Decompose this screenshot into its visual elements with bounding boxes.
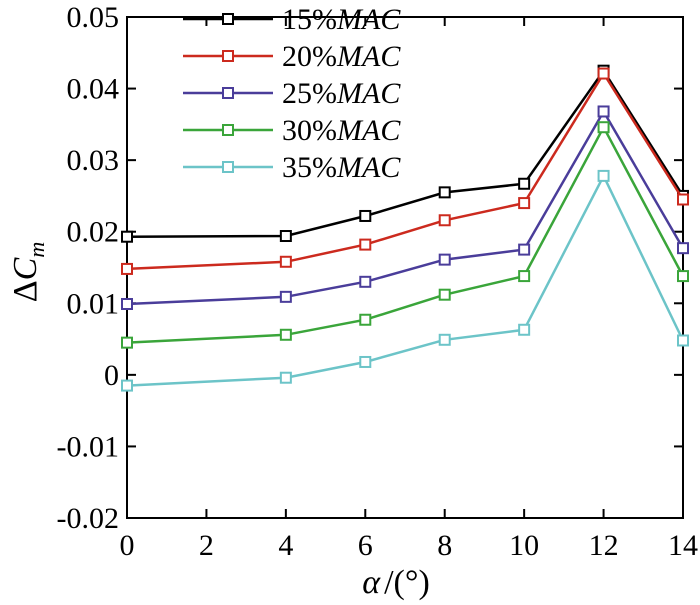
data-point — [597, 67, 610, 80]
data-point — [279, 328, 292, 341]
legend-entry: 25%MAC — [183, 77, 401, 110]
data-point — [121, 262, 133, 275]
x-tick-label: 12 — [589, 529, 619, 562]
data-point — [279, 371, 292, 384]
legend-label: 35%MAC — [282, 151, 401, 184]
x-tick-label: 4 — [278, 529, 293, 562]
x-axis-title: α/(°) — [362, 564, 430, 601]
data-point — [438, 333, 451, 346]
y-tick-label: 0.03 — [67, 144, 120, 177]
data-point — [121, 336, 133, 349]
data-point — [438, 253, 451, 266]
x-tick-label: 2 — [199, 529, 214, 562]
legend-suffix: MAC — [336, 151, 401, 184]
x-tick-label: 10 — [509, 529, 539, 562]
data-point — [518, 270, 531, 283]
data-point — [597, 169, 610, 182]
x-tick-label: 14 — [668, 529, 698, 562]
legend-label: 20%MAC — [282, 40, 401, 73]
x-tick-label: 8 — [437, 529, 452, 562]
series-line — [126, 173, 685, 387]
data-point — [677, 334, 689, 347]
data-point — [438, 186, 451, 199]
data-point — [518, 197, 531, 210]
series-line — [126, 109, 685, 306]
legend-marker — [222, 13, 234, 25]
legend-suffix: MAC — [336, 77, 401, 110]
data-point — [279, 290, 292, 303]
legend-percent: 20% — [282, 40, 337, 73]
legend-percent: 30% — [282, 114, 337, 147]
data-point — [438, 288, 451, 301]
data-point — [359, 275, 372, 288]
data-point — [359, 355, 372, 368]
y-axis-prefix: Δ — [7, 280, 44, 302]
data-point — [121, 379, 133, 392]
legend-marker — [222, 87, 234, 99]
data-point — [518, 177, 531, 190]
legend-marker — [222, 161, 234, 173]
series-20pct — [121, 67, 689, 275]
legend-suffix: MAC — [336, 40, 401, 73]
x-axis-unit: /(°) — [384, 564, 430, 601]
data-point — [121, 298, 133, 311]
series-30pct — [121, 121, 689, 349]
legend-label: 30%MAC — [282, 114, 401, 147]
data-point — [518, 243, 531, 256]
x-tick-label: 6 — [358, 529, 373, 562]
data-point — [677, 242, 689, 255]
data-point — [359, 313, 372, 326]
y-tick-label: 0.01 — [67, 287, 120, 320]
legend-label: 15%MAC — [282, 3, 401, 36]
y-tick-label: -0.01 — [57, 430, 120, 463]
y-axis-title: ΔCm — [7, 242, 49, 302]
y-tick-label: 0.05 — [67, 1, 120, 34]
data-point — [359, 238, 372, 251]
legend-marker — [222, 124, 234, 136]
legend-suffix: MAC — [336, 114, 401, 147]
legend-entry: 35%MAC — [183, 151, 401, 184]
series-25pct — [121, 105, 689, 311]
data-point — [121, 230, 133, 243]
data-point — [438, 214, 451, 227]
y-tick-label: 0.02 — [67, 216, 120, 249]
legend-percent: 15% — [282, 3, 337, 36]
y-tick-label: 0 — [104, 359, 119, 392]
data-point — [279, 230, 292, 243]
data-point — [677, 193, 689, 206]
y-tick-label: 0.04 — [67, 73, 120, 106]
legend-marker — [222, 50, 234, 62]
series-line — [126, 68, 685, 238]
data-point — [518, 323, 531, 336]
legend-entry: 30%MAC — [183, 114, 401, 147]
legend-suffix: MAC — [336, 3, 401, 36]
x-axis-symbol: α — [362, 564, 381, 601]
data-point — [279, 255, 292, 268]
y-axis-main: C — [7, 257, 44, 280]
data-point — [597, 121, 610, 134]
legend-percent: 25% — [282, 77, 337, 110]
legend-entry: 15%MAC — [183, 3, 401, 36]
data-point — [677, 270, 689, 283]
x-tick-label: 0 — [120, 529, 135, 562]
legend-label: 25%MAC — [282, 77, 401, 110]
series-line — [126, 124, 685, 344]
y-axis-sub: m — [24, 242, 49, 258]
series-35pct — [121, 169, 689, 392]
legend-percent: 35% — [282, 151, 337, 184]
data-point — [597, 105, 610, 118]
data-point — [359, 209, 372, 222]
legend-entry: 20%MAC — [183, 40, 401, 73]
y-tick-label: -0.02 — [57, 502, 120, 535]
